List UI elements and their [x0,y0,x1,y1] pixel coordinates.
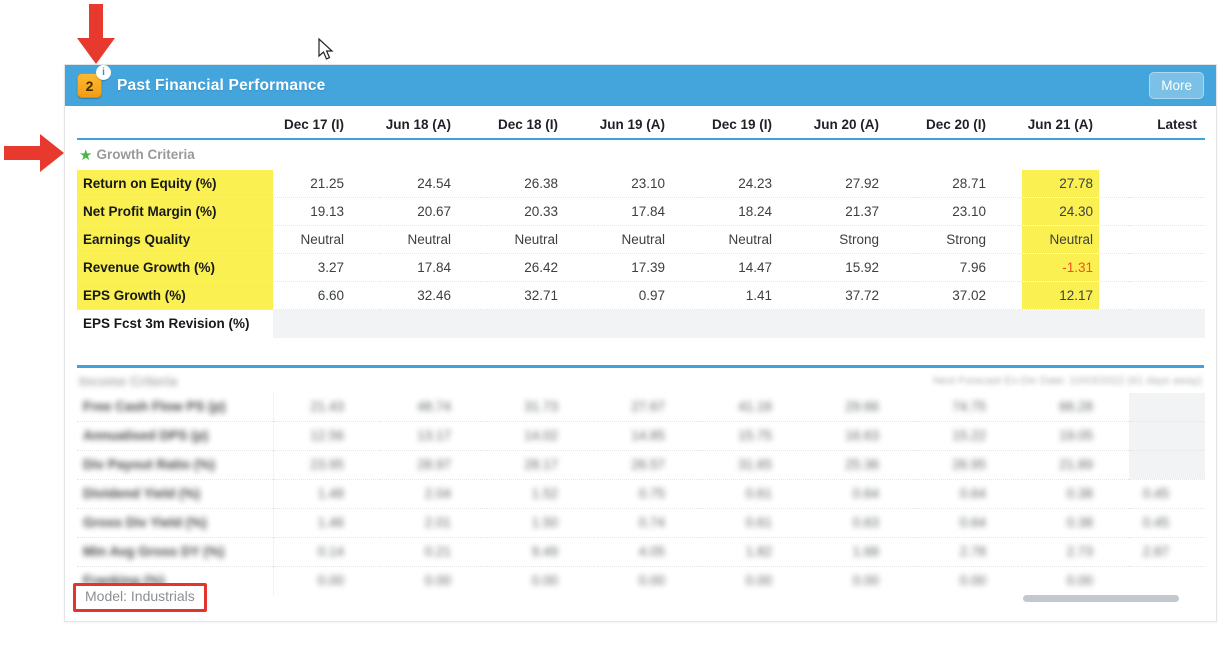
blurred-note: Next Forecast Ex-Div Date: 10/03/2022 (6… [932,375,1202,387]
cell-highlighted: 27.78 [1022,170,1129,198]
section-number-badge[interactable]: 2 i [77,65,111,98]
cell: 7.96 [915,253,1022,282]
column-header-blank [77,106,273,140]
more-button[interactable]: More [1149,72,1204,99]
cell: 26.42 [487,253,594,282]
cell: 19.13 [273,197,380,226]
cell: 21.37 [808,197,915,226]
row-label: EPS Growth (%) [77,281,273,310]
cell: 14.47 [701,253,808,282]
cell-highlighted-negative: -1.31 [1022,253,1129,282]
cell: 17.84 [594,197,701,226]
cell: 37.72 [808,281,915,310]
column-header: Dec 17 (I) [273,106,380,140]
cell: 20.33 [487,197,594,226]
cell-latest [1129,253,1205,282]
column-header: Dec 19 (I) [701,106,808,140]
blurred-table-wrap: Free Cash Flow PS (p) 21.43 48.74 31.73 … [65,392,1216,595]
column-header: Jun 21 (A) [1022,106,1129,140]
red-arrow-down [77,4,115,64]
growth-table-wrap: Dec 17 (I) Jun 18 (A) Dec 18 (I) Jun 19 … [65,106,1216,338]
cell: 0.97 [594,281,701,310]
column-header: Dec 18 (I) [487,106,594,140]
panel-header: 2 i Past Financial Performance More [65,65,1216,106]
growth-table: Dec 17 (I) Jun 18 (A) Dec 18 (I) Jun 19 … [77,106,1205,338]
star-icon: ★ [79,147,93,164]
cell: 20.67 [380,197,487,226]
growth-criteria-header-row: ★ Growth Criteria [77,139,1205,170]
cell-latest [1129,170,1205,198]
table-row-earnings-quality: Earnings Quality Neutral Neutral Neutral… [77,225,1205,254]
mouse-cursor [318,38,334,60]
blurred-row: Annualised DPS (p) 12.56 13.17 14.02 14.… [77,420,1205,450]
cell: Strong [915,225,1022,254]
blurred-table: Free Cash Flow PS (p) 21.43 48.74 31.73 … [77,392,1205,595]
no-data-cells [273,309,1205,338]
table-row-net-profit-margin: Net Profit Margin (%) 19.13 20.67 20.33 … [77,197,1205,226]
column-header: Jun 18 (A) [380,106,487,140]
cell: 18.24 [701,197,808,226]
cell: Strong [808,225,915,254]
blurred-row: Min Avg Gross DY (%) 0.14 0.21 9.49 4.05… [77,536,1205,566]
section-divider [77,364,1204,368]
cell: 1.41 [701,281,808,310]
column-header: Jun 20 (A) [808,106,915,140]
row-label: Return on Equity (%) [77,170,273,198]
cell: Neutral [594,225,701,254]
row-label: EPS Fcst 3m Revision (%) [77,309,273,338]
cell-latest [1129,281,1205,310]
red-arrow-right [4,134,64,172]
cell: 23.10 [631,176,665,191]
cell: 17.84 [380,253,487,282]
cell: Neutral [273,225,380,254]
row-label: Earnings Quality [77,225,273,254]
cell-latest [1129,197,1205,226]
cell: 17.39 [594,253,701,282]
column-header: Jun 19 (A) [594,106,701,140]
cell: Neutral [701,225,808,254]
row-label: Net Profit Margin (%) [77,197,273,226]
blurred-section-label: Income Criteria [79,373,178,389]
cell: 37.02 [915,281,1022,310]
cell-latest [1129,225,1205,254]
cell: 26.38 [524,176,558,191]
past-financial-performance-panel: 2 i Past Financial Performance More Dec … [64,64,1217,622]
model-annotation-box: Model: Industrials [73,583,207,612]
cell: 21.25 [310,176,344,191]
cell: 6.60 [273,281,380,310]
blurred-row: Div Payout Ratio (%) 23.95 28.97 28.17 2… [77,449,1205,479]
table-row-eps-fcst-revision: EPS Fcst 3m Revision (%) [77,309,1205,338]
info-icon[interactable]: i [96,65,111,80]
table-row-eps-growth: EPS Growth (%) 6.60 32.46 32.71 0.97 1.4… [77,281,1205,310]
cell: 24.54 [417,176,451,191]
blurred-row: Gross Div Yield (%) 1.46 2.01 1.50 0.74 … [77,507,1205,537]
cell: 27.92 [845,176,879,191]
cell: 32.46 [380,281,487,310]
table-row-return-on-equity: Return on Equity (%) 21.25 24.54 26.38 2… [77,170,1205,198]
horizontal-scrollbar-thumb[interactable] [1023,595,1179,602]
cell: Neutral [380,225,487,254]
cell: 15.92 [808,253,915,282]
column-header-latest: Latest [1129,106,1205,140]
panel-title: Past Financial Performance [117,76,326,94]
cell: Neutral [487,225,594,254]
growth-criteria-label: Growth Criteria [96,147,195,162]
cell-highlighted: Neutral [1022,225,1129,254]
blurred-row: Dividend Yield (%) 1.48 2.04 1.52 0.75 0… [77,478,1205,508]
blurred-row: Franking (%) 0.00 0.00 0.00 0.00 0.00 0.… [77,565,1205,595]
cell: 23.10 [915,197,1022,226]
column-header: Dec 20 (I) [915,106,1022,140]
model-label: Model: Industrials [85,588,195,604]
blurred-row: Free Cash Flow PS (p) 21.43 48.74 31.73 … [77,392,1205,421]
row-label: Revenue Growth (%) [77,253,273,282]
cell: 3.27 [273,253,380,282]
table-row-revenue-growth: Revenue Growth (%) 3.27 17.84 26.42 17.3… [77,253,1205,282]
cell: 32.71 [487,281,594,310]
cell-highlighted: 24.30 [1022,197,1129,226]
cell-highlighted: 12.17 [1022,281,1129,310]
cell: 24.23 [738,176,772,191]
cell: 28.71 [952,176,986,191]
column-header-row: Dec 17 (I) Jun 18 (A) Dec 18 (I) Jun 19 … [77,106,1205,140]
blurred-section-header: Income Criteria Next Forecast Ex-Div Dat… [65,368,1216,393]
